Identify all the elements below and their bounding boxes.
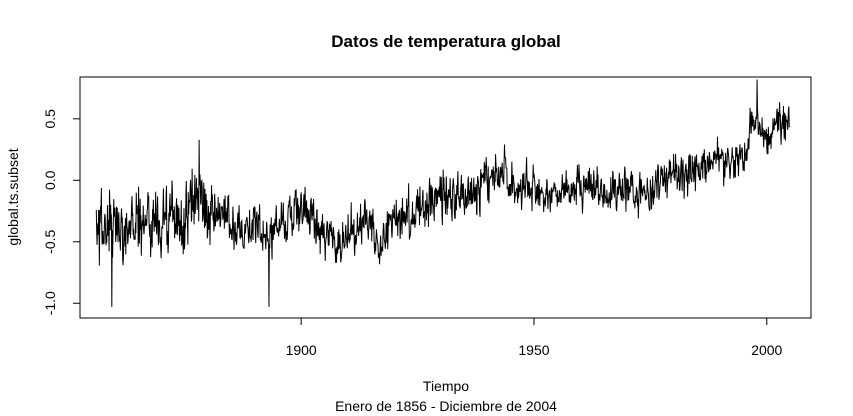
x-tick-label: 2000 [751,342,782,358]
y-tick-label: 0.5 [42,109,58,129]
y-tick-label: -1.0 [42,291,58,315]
y-axis: -1.0 -0.5 0.0 0.5 [42,109,81,315]
x-axis: 1900 1950 2000 [286,317,783,358]
y-tick-label: -0.5 [42,229,58,253]
chart-title: Datos de temperatura global [331,32,561,51]
chart-subtitle: Enero de 1856 - Diciembre de 2004 [335,398,557,414]
y-axis-label: global.ts.subset [5,148,21,245]
y-tick-label: 0.0 [42,170,58,190]
temperature-series-line [95,79,791,307]
x-tick-label: 1950 [518,342,549,358]
x-axis-label: Tiempo [423,378,469,394]
x-tick-label: 1900 [286,342,317,358]
